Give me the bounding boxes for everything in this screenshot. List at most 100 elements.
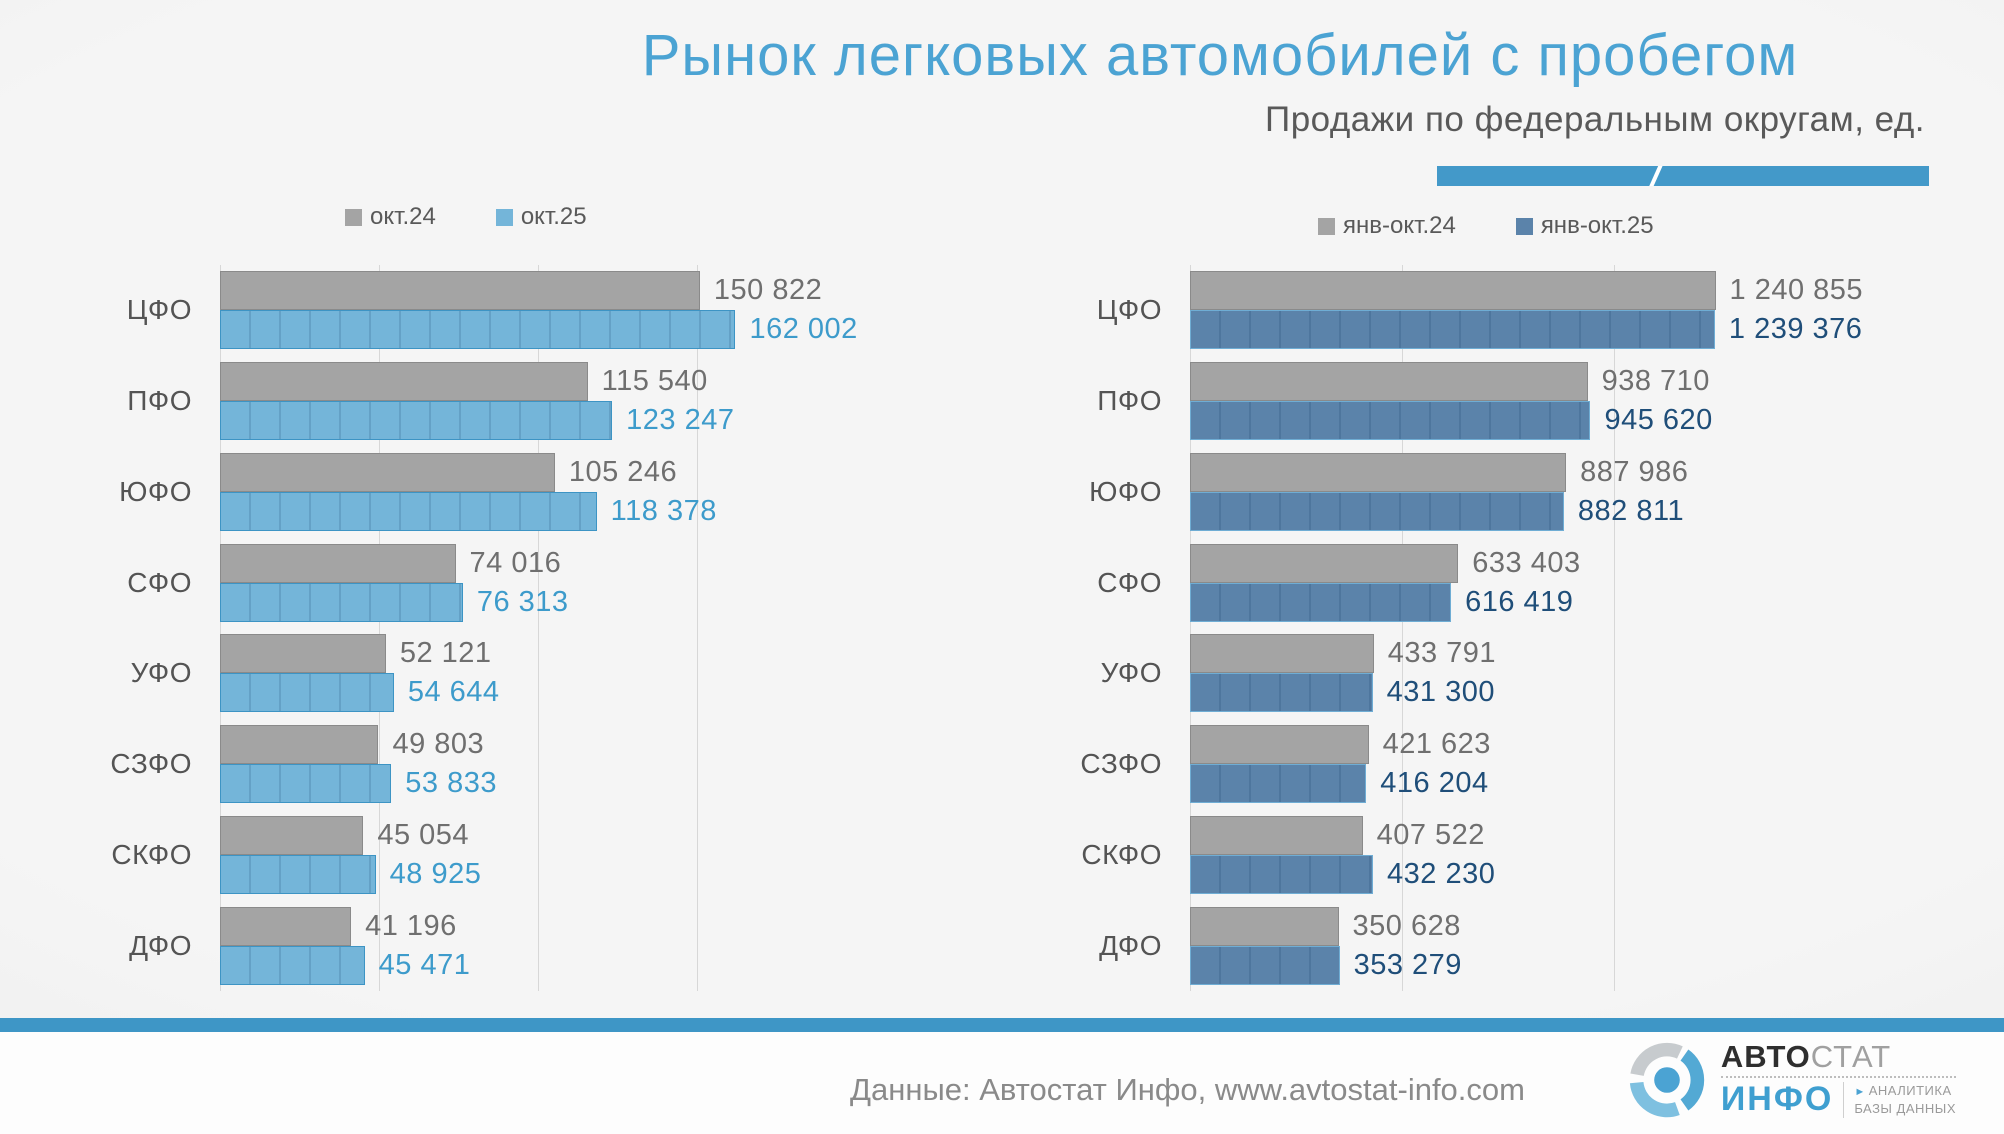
bar-group: 41 196 45 471 bbox=[220, 906, 920, 985]
bar-янв-окт.25 bbox=[1190, 491, 1564, 531]
footer: Данные: Автостат Инфо, www.avtostat-info… bbox=[0, 1032, 2004, 1134]
logo-tagline-line1: ► АНАЛИТИКА bbox=[1854, 1083, 1952, 1099]
bar-янв-окт.25 bbox=[1190, 401, 1591, 441]
bar-group: 105 246 118 378 bbox=[220, 452, 920, 531]
bar-line: 41 196 bbox=[220, 906, 920, 946]
chart-row: ЦФО 1 240 855 1 239 376 bbox=[1020, 265, 1940, 356]
bar-line: 887 986 bbox=[1190, 452, 1910, 492]
bar-янв-окт.24 bbox=[1190, 452, 1567, 492]
category-label: СЗФО bbox=[110, 748, 192, 780]
bar-line: 1 239 376 bbox=[1190, 310, 1910, 350]
bar-line: 433 791 bbox=[1190, 634, 1910, 674]
bar-окт.24 bbox=[220, 906, 352, 946]
bar-group: 350 628 353 279 bbox=[1190, 906, 1910, 985]
value-label: 353 279 bbox=[1353, 948, 1462, 981]
bar-line: 48 925 bbox=[220, 854, 920, 894]
bar-окт.24 bbox=[220, 452, 555, 492]
category-label: СКФО bbox=[1081, 838, 1162, 870]
logo-tagline: ► АНАЛИТИКА БАЗЫ ДАННЫХ bbox=[1854, 1082, 1956, 1117]
page-title: Рынок легковых автомобилей с пробегом bbox=[641, 23, 1799, 88]
category-label: УФО bbox=[130, 657, 192, 689]
bar-янв-окт.25 bbox=[1190, 945, 1340, 985]
bar-янв-окт.25 bbox=[1190, 310, 1715, 350]
bar-line: 150 822 bbox=[220, 271, 920, 311]
value-label: 123 247 bbox=[626, 404, 735, 437]
chart-row: СФО 74 016 76 313 bbox=[100, 537, 930, 628]
bar-line: 407 522 bbox=[1190, 815, 1910, 855]
value-label: 74 016 bbox=[469, 546, 562, 579]
chart-row: СЗФО 49 803 53 833 bbox=[100, 719, 930, 810]
bar-line: 45 054 bbox=[220, 815, 920, 855]
bar-янв-окт.25 bbox=[1190, 673, 1373, 713]
bar-окт.24 bbox=[220, 725, 379, 765]
value-label: 416 204 bbox=[1380, 767, 1489, 800]
bar-line: 432 230 bbox=[1190, 854, 1910, 894]
logo-tagline-line2: БАЗЫ ДАННЫХ bbox=[1854, 1100, 1956, 1116]
value-label: 54 644 bbox=[407, 676, 500, 709]
avtostat-info-logo: АВТОСТАТ ИНФО ► АНАЛИТИКА БАЗЫ ДАННЫХ bbox=[1627, 1040, 1956, 1120]
legend-item: янв-окт.24 bbox=[1318, 212, 1456, 240]
category-label: ДФО bbox=[1099, 929, 1162, 961]
chart-row: ДФО 41 196 45 471 bbox=[100, 900, 930, 991]
value-label: 616 419 bbox=[1465, 585, 1574, 618]
bar-янв-окт.24 bbox=[1190, 634, 1374, 674]
chart-row: СЗФО 421 623 416 204 bbox=[1020, 719, 1940, 810]
category-label: СКФО bbox=[111, 838, 192, 870]
category-label: СЗФО bbox=[1080, 748, 1162, 780]
value-label: 41 196 bbox=[365, 909, 457, 942]
legend-swatch-icon bbox=[1515, 217, 1533, 235]
bar-янв-окт.24 bbox=[1190, 362, 1588, 402]
data-source-text: Данные: Автостат Инфо, www.avtostat-info… bbox=[850, 1072, 1525, 1107]
value-label: 431 300 bbox=[1386, 676, 1495, 709]
category-label: СФО bbox=[127, 566, 192, 598]
value-label: 115 540 bbox=[601, 365, 708, 398]
bar-line: 162 002 bbox=[220, 310, 920, 350]
value-label: 53 833 bbox=[405, 767, 497, 800]
bar-line: 938 710 bbox=[1190, 362, 1910, 402]
bar-окт.24 bbox=[220, 362, 588, 402]
category-label: ЮФО bbox=[1089, 475, 1162, 507]
gridline bbox=[538, 265, 540, 991]
bar-line: 105 246 bbox=[220, 452, 920, 492]
bar-окт.24 bbox=[220, 634, 386, 674]
gridline bbox=[1401, 265, 1403, 991]
bar-line: 421 623 bbox=[1190, 725, 1910, 765]
gridline bbox=[379, 265, 381, 991]
logo-dotted-divider bbox=[1720, 1076, 1956, 1079]
legend-item: янв-окт.25 bbox=[1515, 212, 1654, 240]
gridline bbox=[1190, 265, 1191, 991]
legend-item: окт.25 bbox=[495, 203, 587, 231]
value-label: 945 620 bbox=[1604, 404, 1713, 437]
category-label: УФО bbox=[1100, 657, 1162, 689]
logo-brand-part1: АВТО bbox=[1720, 1038, 1811, 1074]
category-label: ЦФО bbox=[1096, 294, 1162, 326]
bar-окт.25 bbox=[220, 310, 736, 350]
bar-окт.24 bbox=[220, 543, 456, 583]
value-label: 938 710 bbox=[1601, 365, 1710, 398]
bar-line: 115 540 bbox=[220, 362, 920, 402]
gridline-layer bbox=[1190, 265, 1910, 991]
value-label: 118 378 bbox=[610, 494, 717, 527]
bar-line: 74 016 bbox=[220, 543, 920, 583]
bar-line: 633 403 bbox=[1190, 543, 1910, 583]
category-label: ДФО bbox=[129, 929, 192, 961]
gridline bbox=[1613, 265, 1615, 991]
value-label: 45 471 bbox=[378, 948, 471, 981]
category-label: ПФО bbox=[127, 385, 192, 417]
legend-swatch-icon bbox=[1318, 217, 1335, 235]
category-label: ПФО bbox=[1097, 385, 1162, 417]
triangle-icon: ► bbox=[1854, 1086, 1866, 1099]
bar-line: 54 644 bbox=[220, 673, 920, 713]
bar-line: 416 204 bbox=[1190, 764, 1910, 804]
bar-group: 115 540 123 247 bbox=[220, 362, 920, 441]
chart-row: ПФО 115 540 123 247 bbox=[100, 356, 930, 447]
bar-chart-monthly: ЦФО 150 822 162 002 ПФО 115 540 123 247 ЮФО 105… bbox=[100, 265, 930, 991]
chart-rows: ЦФО 1 240 855 1 239 376 ПФО 938 710 945 620 ЮФ… bbox=[1020, 265, 1940, 991]
bar-group: 887 986 882 811 bbox=[1190, 452, 1910, 531]
logo-swirl-icon bbox=[1629, 1042, 1704, 1118]
chart-row: ДФО 350 628 353 279 bbox=[1020, 900, 1940, 991]
gridline bbox=[220, 265, 221, 991]
legend-label: окт.25 bbox=[520, 203, 587, 230]
bar-line: 53 833 bbox=[220, 764, 920, 804]
